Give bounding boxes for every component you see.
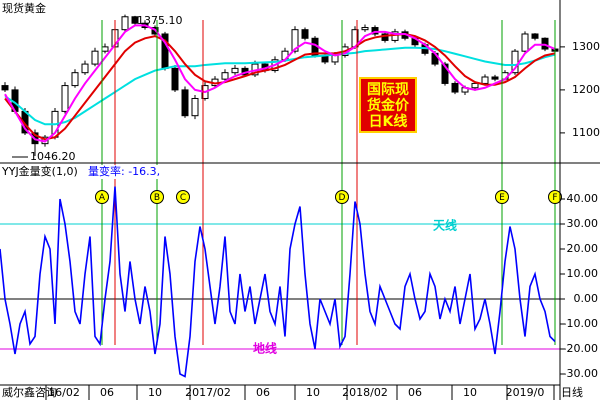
candle-body [441,63,449,84]
x-tick-label: 日线 [561,385,583,399]
marker-label: F [552,193,557,203]
candle-body [221,72,229,80]
candle-body [291,29,299,52]
reference-label: 地线 [253,341,277,356]
indicator-title: YYJ金量变(1,0) [1,164,78,178]
x-tick-label: 06 [408,386,422,399]
candle-body [81,63,89,74]
y-tick-label: 20.00 [567,242,599,255]
marker-label: D [339,193,346,203]
x-tick-label: 10 [306,386,320,399]
marker-label: B [154,193,160,203]
y-tick-label: 0.00 [574,292,599,305]
y-tick-label: 1100 [572,126,600,139]
marker-label: C [180,193,186,203]
y-tick-label: 40.00 [567,192,599,205]
x-tick-label: 16/02 [48,386,80,399]
note-text: 日K线 [369,113,408,130]
marker-circle [95,190,109,204]
y-tick-label: 30.00 [567,217,599,230]
marker-circle [495,190,509,204]
x-tick-label: 2017/02 [185,386,231,399]
candle-body [541,37,549,50]
candle-body [61,85,69,112]
candle-body [131,16,139,24]
reference-label: 天线 [433,218,457,233]
marker-circle [335,190,349,204]
x-tick-label: 10 [148,386,162,399]
indicator-subtitle: 量变率: -16.3, [88,164,160,178]
moving-average [4,32,556,141]
candle-body [371,27,379,35]
candle-body [1,85,9,91]
candle-body [511,50,519,74]
marker-circle [150,190,164,204]
y-tick-label: 1200 [572,83,600,96]
moving-average [4,24,556,143]
note-text: 货金价 [366,97,410,114]
candle-body [121,16,129,31]
candle-body [521,33,529,52]
candle-body [391,31,399,41]
candle-body [471,82,479,89]
candle-body [71,72,79,87]
x-tick-label: 2019/0 [506,386,545,399]
marker-circle [176,190,190,204]
indicator-line [0,186,556,378]
chart-title: 现货黄金 [2,1,46,15]
y-tick-label: -30.00 [563,367,598,380]
annotation: 1375.10 [137,14,183,27]
marker-label: E [499,193,505,203]
note-text: 国际现 [367,82,409,98]
x-tick-label: 10 [463,386,477,399]
x-tick-label: 2018/02 [342,386,388,399]
candle-body [491,76,499,80]
y-tick-label: 1300 [572,40,600,53]
y-tick-label: -20.00 [563,342,598,355]
x-tick-label: 06 [256,386,270,399]
candle-body [451,82,459,93]
marker-label: A [99,193,106,203]
candle-body [531,33,539,39]
y-tick-label: 10.00 [567,267,599,280]
y-tick-label: -10.00 [563,317,598,330]
x-tick-label: 06 [100,386,114,399]
candle-body [361,27,369,31]
candle-body [181,89,189,117]
candle-body [101,46,109,52]
candle-body [171,67,179,91]
note-box [359,77,417,133]
annotation: 1046.20 [30,150,76,163]
candle-body [301,29,309,39]
footer: 威尔鑫咨询 [2,385,57,399]
candle-body [191,97,199,117]
candle-body [481,76,489,84]
header-bg [0,165,165,179]
marker-circle [548,190,562,204]
candle-body [91,50,99,65]
candle-body [231,67,239,74]
